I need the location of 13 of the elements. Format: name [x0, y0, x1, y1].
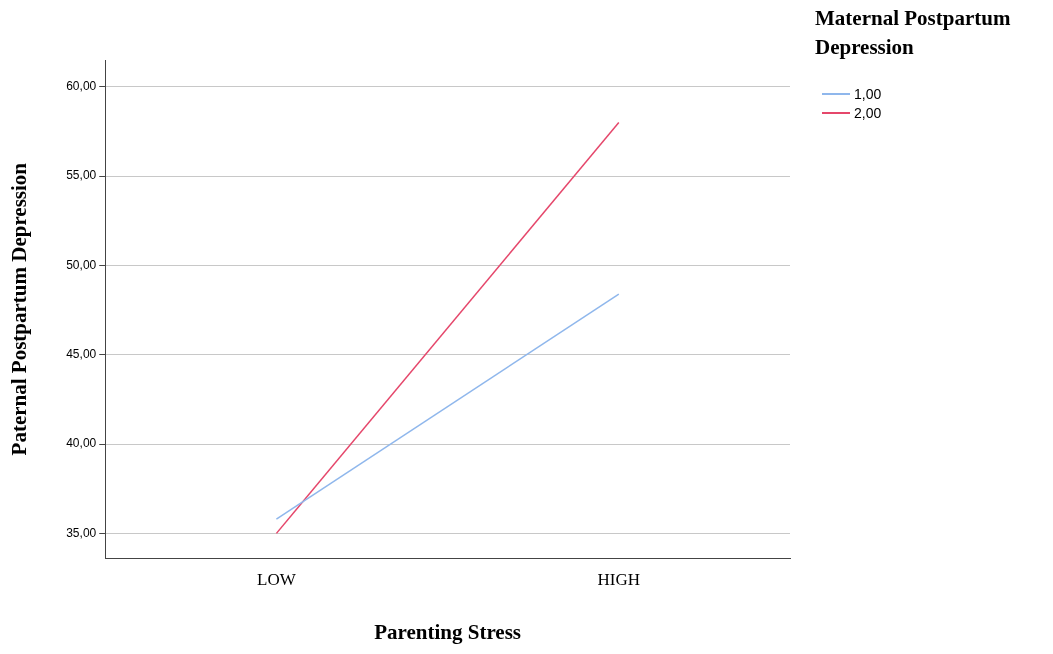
legend-label: 1,00 — [854, 85, 882, 102]
legend-label: 2,00 — [854, 104, 882, 121]
y-tick-label: 55,00 — [66, 168, 97, 183]
x-tick-label: LOW — [257, 570, 297, 590]
y-tick-label: 40,00 — [66, 436, 97, 451]
y-tick-label: 35,00 — [66, 525, 97, 540]
y-tick-label: 45,00 — [66, 347, 97, 362]
y-tick-label: 50,00 — [66, 257, 97, 272]
x-tick-label: HIGH — [597, 570, 641, 590]
y-axis-title: Paternal Postpartum Depression — [7, 162, 32, 456]
y-tick-label: 60,00 — [66, 79, 97, 94]
legend-title: Maternal Postpartum Depression — [815, 5, 1012, 61]
x-axis-title: Parenting Stress — [374, 619, 522, 644]
